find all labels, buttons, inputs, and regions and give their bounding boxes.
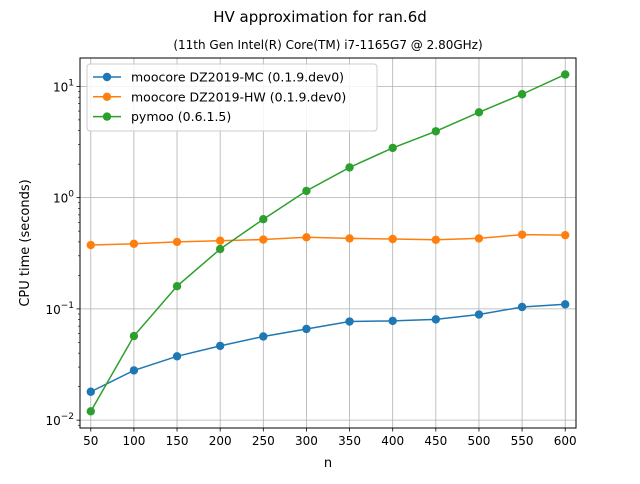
chart-subtitle: (11th Gen Intel(R) Core(TM) i7-1165G7 @ … bbox=[173, 38, 482, 52]
data-point bbox=[431, 235, 441, 244]
data-point bbox=[259, 332, 268, 341]
data-point bbox=[172, 281, 182, 291]
data-point bbox=[302, 186, 311, 196]
data-point bbox=[561, 70, 570, 79]
data-point bbox=[215, 236, 225, 245]
data-point bbox=[517, 90, 527, 99]
legend-label: moocore DZ2019-MC (0.1.9.dev0) bbox=[131, 70, 344, 85]
data-point bbox=[388, 234, 397, 244]
data-point bbox=[388, 316, 397, 326]
legend-marker bbox=[102, 112, 112, 121]
data-point bbox=[129, 331, 139, 341]
series-line bbox=[90, 233, 566, 246]
x-tick-label: 350 bbox=[338, 434, 361, 448]
x-tick-label: 150 bbox=[166, 434, 189, 448]
x-tick-label: 100 bbox=[122, 434, 145, 448]
y-axis: 10−2 10−1 100 101 bbox=[45, 78, 80, 428]
series-2 bbox=[86, 230, 570, 250]
series-line bbox=[90, 303, 566, 393]
series-line bbox=[90, 73, 566, 412]
data-point bbox=[431, 127, 441, 136]
data-point bbox=[129, 239, 139, 248]
series-1 bbox=[86, 300, 570, 396]
data-point bbox=[129, 366, 139, 375]
data-point bbox=[86, 407, 95, 416]
data-point bbox=[86, 387, 95, 396]
data-point bbox=[345, 234, 354, 243]
series-3 bbox=[86, 70, 570, 416]
x-tick-label: 50 bbox=[83, 434, 98, 448]
x-tick-label: 550 bbox=[511, 434, 534, 448]
legend-label: moocore DZ2019-HW (0.1.9.dev0) bbox=[131, 89, 346, 104]
data-point bbox=[345, 317, 354, 326]
data-point bbox=[302, 233, 311, 242]
data-point bbox=[172, 237, 182, 247]
x-tick-label: 500 bbox=[468, 434, 491, 448]
x-axis-label: n bbox=[324, 456, 332, 471]
x-tick-label: 300 bbox=[295, 434, 318, 448]
data-point bbox=[431, 315, 441, 324]
legend-marker bbox=[102, 72, 112, 82]
data-point bbox=[561, 300, 570, 309]
legend: moocore DZ2019-MC (0.1.9.dev0) moocore DZ… bbox=[86, 63, 378, 132]
data-point bbox=[517, 302, 527, 312]
data-point bbox=[561, 230, 570, 240]
y-tick-label: 10−1 bbox=[45, 301, 74, 317]
data-point bbox=[172, 352, 182, 361]
plot-frame bbox=[79, 57, 577, 429]
legend-box bbox=[86, 63, 378, 132]
data-point bbox=[259, 235, 268, 244]
data-point bbox=[215, 341, 225, 351]
data-point bbox=[215, 244, 225, 254]
data-point bbox=[474, 234, 484, 243]
legend-label: pymoo (0.6.1.5) bbox=[131, 109, 231, 124]
data-point bbox=[302, 324, 311, 334]
x-tick-label: 250 bbox=[252, 434, 275, 448]
x-tick-label: 600 bbox=[554, 434, 577, 448]
x-tick-label: 450 bbox=[424, 434, 447, 448]
data-point bbox=[259, 215, 268, 224]
x-tick-label: 400 bbox=[381, 434, 404, 448]
chart-title: HV approximation for ran.6d bbox=[213, 8, 427, 26]
data-point bbox=[86, 240, 95, 250]
y-axis-label: CPU time (seconds) bbox=[18, 179, 33, 306]
data-point bbox=[388, 143, 397, 153]
legend-marker bbox=[102, 92, 112, 102]
x-axis: 50 100 150 200 250 300 350 400 450 500 550 600 bbox=[83, 428, 577, 448]
y-tick-label: 101 bbox=[53, 78, 74, 94]
data-point bbox=[474, 108, 484, 117]
x-tick-label: 200 bbox=[209, 434, 232, 448]
data-point bbox=[345, 163, 354, 172]
y-tick-label: 10−2 bbox=[45, 412, 74, 428]
data-point bbox=[517, 230, 527, 239]
y-tick-label: 100 bbox=[53, 190, 74, 206]
data-point bbox=[474, 310, 484, 319]
series-layer bbox=[86, 70, 570, 416]
